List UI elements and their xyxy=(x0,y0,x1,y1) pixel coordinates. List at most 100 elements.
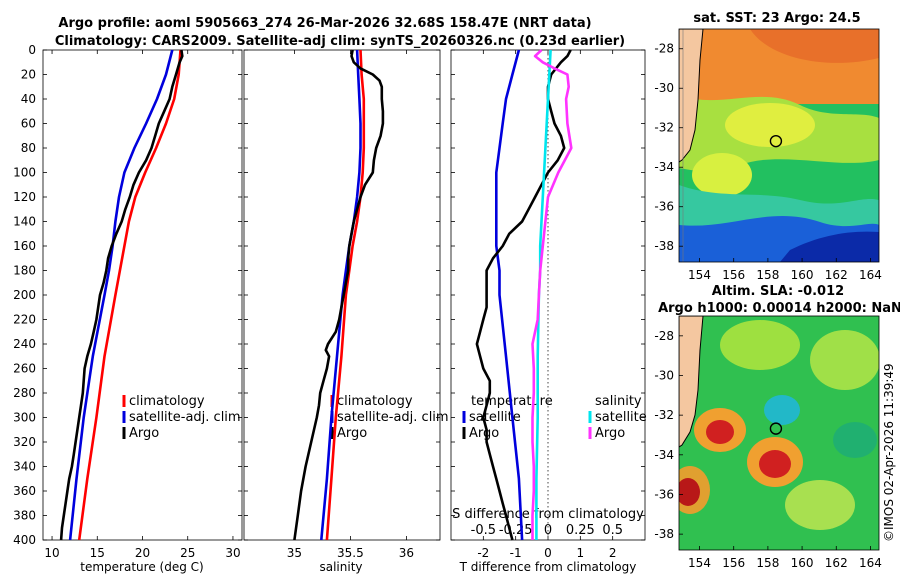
depth-tick-label: 300 xyxy=(13,411,36,425)
sla-patch-2 xyxy=(810,330,879,390)
temp-series-climatology xyxy=(77,49,182,541)
depth-tick-label: 320 xyxy=(13,435,36,449)
sst-map: sat. SST: 23 Argo: 24.5 154 156 158 160 162 1… xyxy=(654,11,882,282)
temperature-panel: temperature (deg C) climatology satellit… xyxy=(13,43,243,574)
temp-xtick-label: 25 xyxy=(180,546,195,560)
depth-tick-label: 280 xyxy=(13,386,36,400)
depth-tick-label: 260 xyxy=(13,362,36,376)
sst-lon-tick-label: 156 xyxy=(722,268,745,282)
diff-salinity-tick-label: 0.5 xyxy=(602,523,623,538)
sla-lon-tick-label: 158 xyxy=(756,556,779,570)
sla-patch-4 xyxy=(833,422,877,458)
temp-series-argo xyxy=(59,49,184,541)
sal-series-argo xyxy=(293,49,385,541)
sst-map-frame xyxy=(678,28,880,263)
sla-patch-1 xyxy=(720,320,800,370)
temp-xtick-label: 30 xyxy=(225,546,240,560)
sst-warm-core xyxy=(750,29,879,63)
sst-lon-tick-label: 164 xyxy=(859,268,882,282)
depth-tick-label: 120 xyxy=(13,190,36,204)
legend-s-satellite-label: satellite xyxy=(595,410,647,425)
depth-tick-label: 240 xyxy=(13,337,36,351)
legend-t-argo-label: Argo xyxy=(469,426,499,441)
sst-coldest xyxy=(780,231,879,262)
legend-t-satellite-label: satellite xyxy=(469,410,521,425)
sst-warm-eddy xyxy=(725,103,815,147)
sla-lon-tick-label: 162 xyxy=(825,556,848,570)
temp-xtick-label: 20 xyxy=(135,546,150,560)
diff-salinity-tick-label: 0.25 xyxy=(566,523,595,538)
sla-lat-tick-label: -30 xyxy=(654,368,674,382)
depth-tick-label: 160 xyxy=(13,239,36,253)
sst-lon-tick-label: 154 xyxy=(688,268,711,282)
sst-field xyxy=(679,29,879,262)
depth-tick-label: 340 xyxy=(13,460,36,474)
depth-tick-label: 400 xyxy=(13,533,36,547)
depth-tick-label: 40 xyxy=(21,92,36,106)
imos-timestamp-watermark: ©IMOS 02-Apr-2026 11:39:49 xyxy=(882,363,896,542)
sla-map: Altim. SLA: -0.012 Argo h1000: 0.00014 h… xyxy=(654,284,900,570)
sla-patch-3 xyxy=(785,480,855,530)
sla-argo-location-marker xyxy=(769,422,783,435)
sal-xtick-label: 36 xyxy=(399,546,414,560)
diff-series-t-argo xyxy=(475,49,572,541)
legend-climatology-label: climatology xyxy=(129,394,205,409)
legend-satellite-label: satellite-adj. clim xyxy=(337,410,449,425)
sla-map-title: Altim. SLA: -0.012 xyxy=(712,284,844,299)
salinity-xlabel: salinity xyxy=(319,560,362,574)
depth-tick-label: 60 xyxy=(21,117,36,131)
sla-lon-tick-label: 154 xyxy=(688,556,711,570)
depth-tick-label: 20 xyxy=(21,68,36,82)
sla-lat-tick-label: -28 xyxy=(654,329,674,343)
legend-argo-label: Argo xyxy=(337,426,367,441)
depth-tick-label: 100 xyxy=(13,166,36,180)
sla-field xyxy=(679,316,879,550)
sst-lat-tick-label: -32 xyxy=(654,121,674,135)
salinity-panel: salinity climatology satellite-adj. clim… xyxy=(243,49,449,574)
legend-s-argo-label: Argo xyxy=(595,426,625,441)
depth-tick-label: 220 xyxy=(13,313,36,327)
diff-series-s-satellite xyxy=(535,49,552,540)
difference-xlabel: T difference from climatology xyxy=(459,560,637,574)
sla-high-eddy-2 xyxy=(759,450,791,478)
sal-xtick-label: 35.5 xyxy=(337,546,364,560)
sla-lon-tick-label: 164 xyxy=(859,556,882,570)
legend-satellite-label: satellite-adj. clim xyxy=(129,410,241,425)
temperature-xlabel: temperature (deg C) xyxy=(80,560,203,574)
diff-salinity-tick-label: -0.5 xyxy=(471,523,496,538)
sst-lon-tick-label: 160 xyxy=(791,268,814,282)
sst-land-australia xyxy=(679,29,704,163)
difference-legend-temperature: temperature satellite Argo xyxy=(462,394,553,441)
diff-series-t-satellite xyxy=(494,49,524,541)
sal-xtick-label: 35 xyxy=(287,546,302,560)
sst-lat-tick-label: -28 xyxy=(654,42,674,56)
depth-tick-label: 180 xyxy=(13,264,36,278)
sla-land-australia xyxy=(679,316,704,448)
sst-argo-location-marker xyxy=(769,134,783,148)
diff-xtick-label: -2 xyxy=(477,546,489,560)
sst-lon-tick-label: 158 xyxy=(756,268,779,282)
figure-title-line2: Climatology: CARS2009. Satellite-adj cli… xyxy=(55,34,625,49)
sla-low-eddy xyxy=(764,395,800,425)
diff-xtick-label: 1 xyxy=(577,546,585,560)
diff-xtick-label: 0 xyxy=(544,546,552,560)
depth-tick-label: 0 xyxy=(28,43,36,57)
sla-lat-tick-label: -34 xyxy=(654,448,674,462)
sst-lon-tick-label: 162 xyxy=(825,268,848,282)
sst-map-title: sat. SST: 23 Argo: 24.5 xyxy=(693,11,860,26)
depth-tick-label: 200 xyxy=(13,288,36,302)
temp-series-satellite-adj-clim xyxy=(68,49,174,541)
sst-lat-tick-label: -38 xyxy=(654,239,674,253)
temp-xtick-label: 15 xyxy=(90,546,105,560)
legend-salinity-heading: salinity xyxy=(595,394,642,409)
sst-lat-tick-label: -30 xyxy=(654,81,674,95)
depth-tick-label: 380 xyxy=(13,509,36,523)
salinity-legend: climatology satellite-adj. clim Argo xyxy=(330,394,449,441)
diff-series-s-argo xyxy=(531,49,573,540)
depth-tick-label: 360 xyxy=(13,484,36,498)
sla-lon-tick-label: 156 xyxy=(722,556,745,570)
legend-climatology-label: climatology xyxy=(337,394,413,409)
sla-lon-tick-label: 160 xyxy=(791,556,814,570)
sla-map-subtitle: Argo h1000: 0.00014 h2000: NaN xyxy=(658,301,900,316)
sla-map-frame xyxy=(678,315,880,551)
